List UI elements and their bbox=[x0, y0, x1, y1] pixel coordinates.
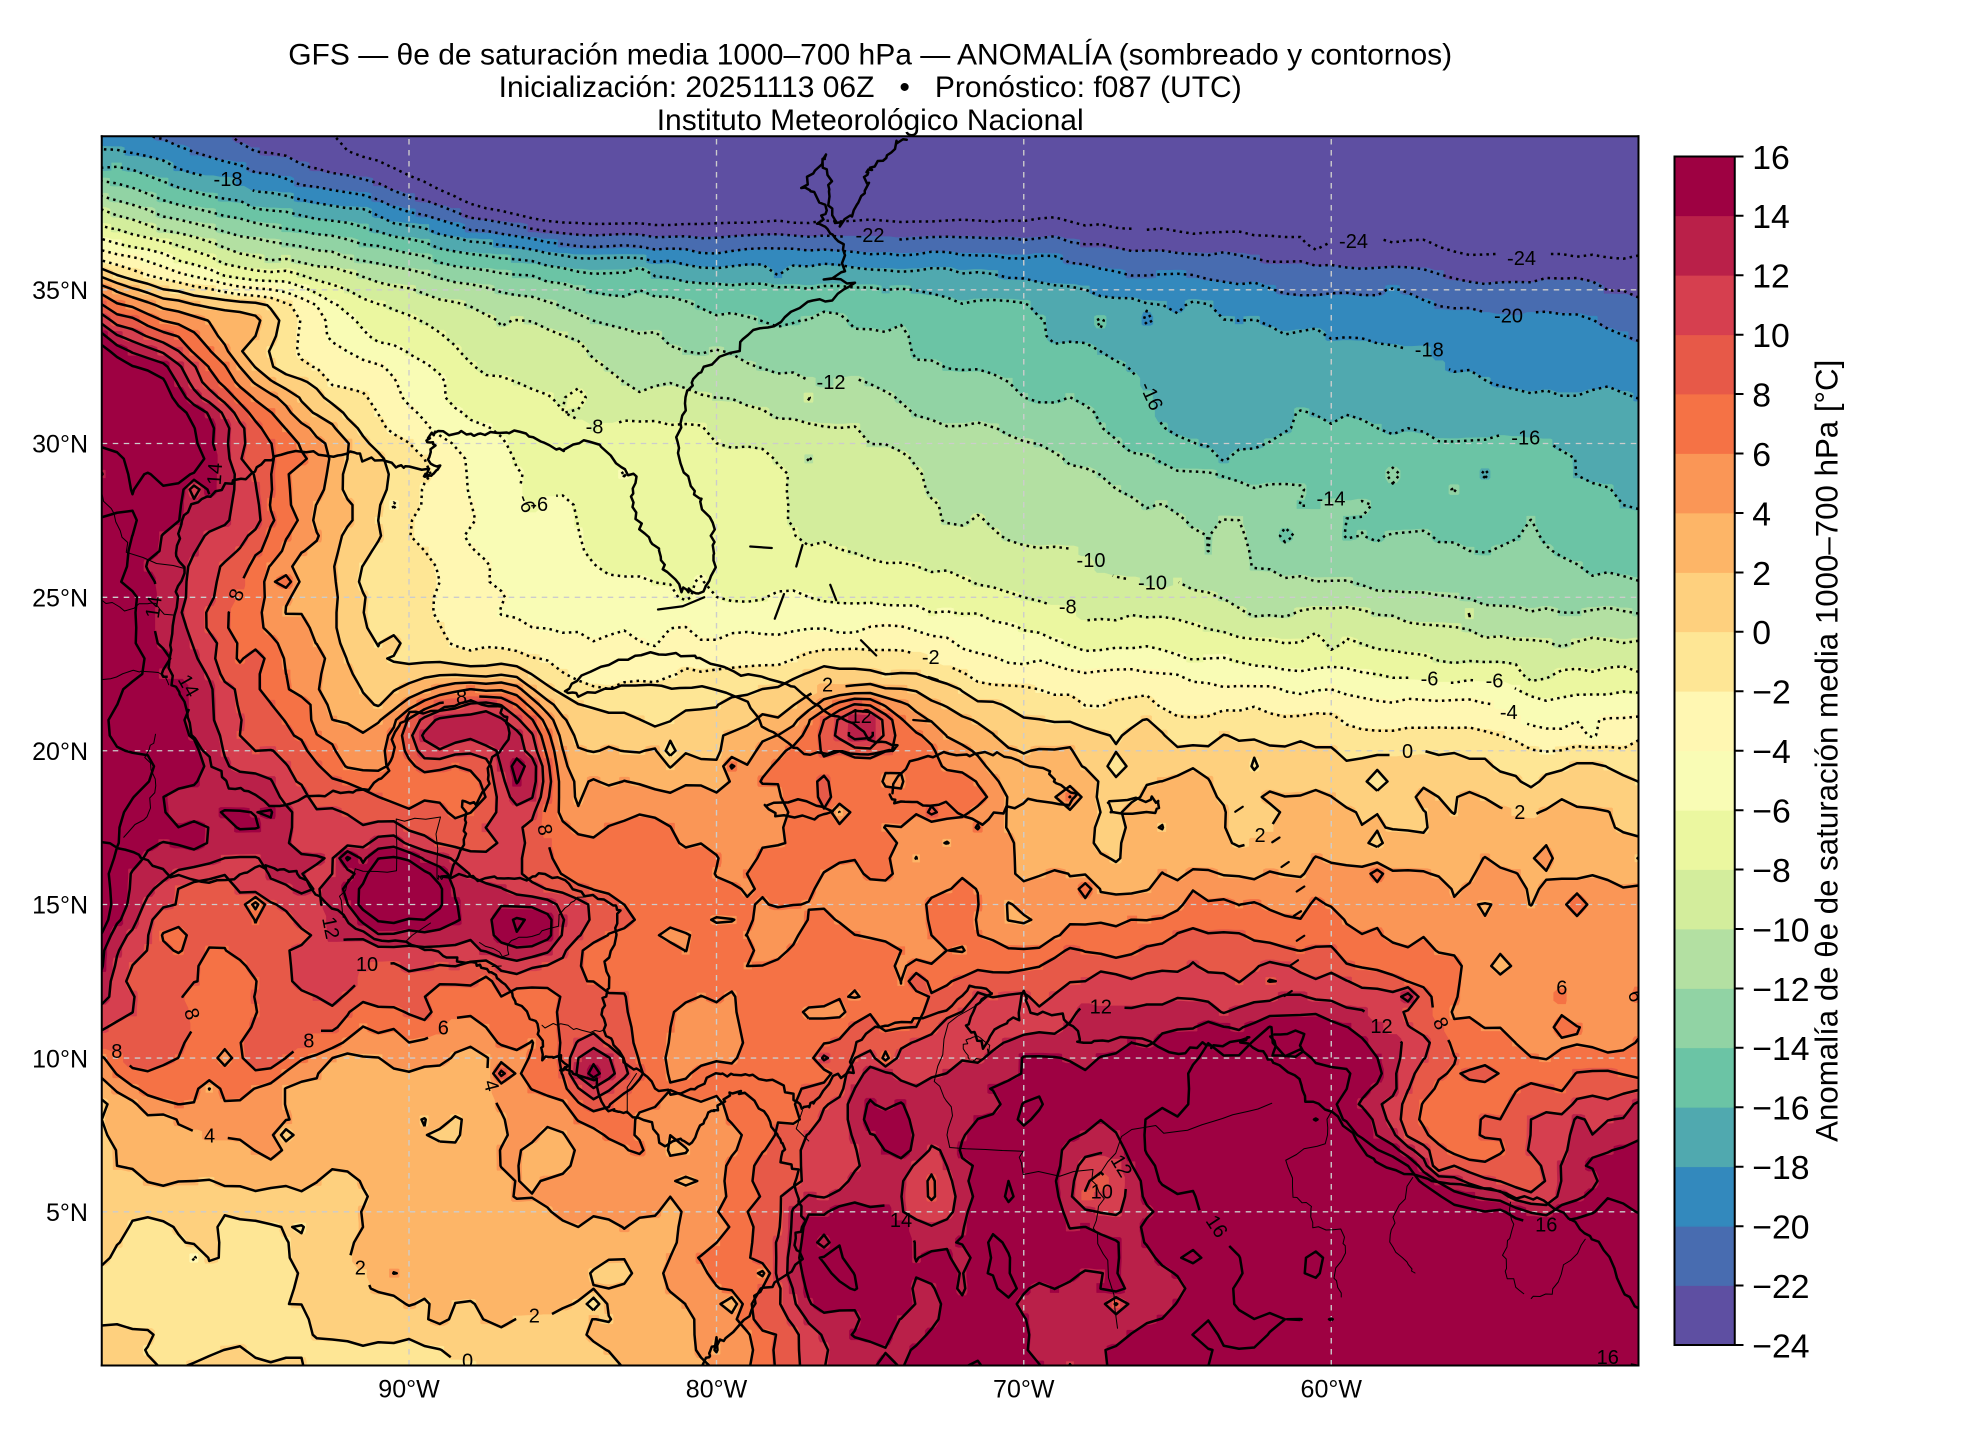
svg-text:5°N: 5°N bbox=[46, 1199, 88, 1227]
svg-text:−8: −8 bbox=[1752, 852, 1790, 890]
svg-text:Anomalía de θe de saturación m: Anomalía de θe de saturación media 1000–… bbox=[1810, 360, 1845, 1142]
svg-text:−2: −2 bbox=[1752, 674, 1790, 712]
svg-text:12: 12 bbox=[1752, 258, 1790, 296]
svg-text:-10: -10 bbox=[1138, 573, 1167, 595]
svg-text:Instituto Meteorológico Nacion: Instituto Meteorológico Nacional bbox=[657, 104, 1084, 137]
svg-text:80°W: 80°W bbox=[686, 1375, 748, 1403]
svg-text:0: 0 bbox=[462, 1351, 473, 1373]
svg-text:0: 0 bbox=[1752, 614, 1771, 652]
svg-text:−22: −22 bbox=[1752, 1268, 1809, 1306]
svg-text:-4: -4 bbox=[1500, 702, 1518, 724]
svg-text:-20: -20 bbox=[1494, 305, 1523, 327]
svg-text:−20: −20 bbox=[1752, 1208, 1809, 1246]
svg-text:14: 14 bbox=[142, 595, 167, 620]
svg-text:-8: -8 bbox=[586, 416, 604, 438]
svg-text:8: 8 bbox=[1752, 376, 1771, 414]
svg-text:6: 6 bbox=[1623, 988, 1647, 1004]
svg-text:-18: -18 bbox=[1415, 340, 1444, 362]
svg-text:−16: −16 bbox=[1752, 1090, 1809, 1128]
svg-text:-12: -12 bbox=[817, 372, 846, 394]
svg-text:−24: −24 bbox=[1752, 1327, 1809, 1365]
svg-text:2: 2 bbox=[822, 674, 833, 696]
svg-text:-18: -18 bbox=[214, 169, 243, 191]
svg-text:−14: −14 bbox=[1752, 1030, 1809, 1068]
svg-text:8: 8 bbox=[111, 1041, 122, 1063]
svg-text:8: 8 bbox=[456, 687, 467, 709]
svg-text:-14: -14 bbox=[1317, 488, 1346, 510]
svg-text:25°N: 25°N bbox=[32, 584, 88, 612]
svg-text:−6: −6 bbox=[1752, 792, 1790, 830]
svg-text:Inicialización: 20251113 06Z: Inicialización: 20251113 06Z • Pronóstic… bbox=[499, 71, 1242, 104]
svg-text:−12: −12 bbox=[1752, 971, 1809, 1009]
svg-text:2: 2 bbox=[529, 1306, 540, 1328]
svg-text:6: 6 bbox=[1556, 977, 1567, 999]
svg-text:2: 2 bbox=[355, 1258, 366, 1280]
svg-text:-6: -6 bbox=[1486, 670, 1504, 692]
svg-text:−18: −18 bbox=[1752, 1149, 1809, 1187]
svg-text:90°W: 90°W bbox=[378, 1375, 440, 1403]
svg-text:-8: -8 bbox=[1059, 597, 1077, 619]
svg-text:-2: -2 bbox=[922, 647, 940, 669]
svg-text:16: 16 bbox=[1752, 139, 1790, 177]
svg-text:14: 14 bbox=[204, 462, 228, 486]
svg-text:−10: −10 bbox=[1752, 911, 1809, 949]
svg-text:14: 14 bbox=[890, 1210, 912, 1232]
svg-text:30°N: 30°N bbox=[32, 431, 88, 459]
svg-text:20°N: 20°N bbox=[32, 738, 88, 766]
svg-text:14: 14 bbox=[1752, 198, 1790, 236]
svg-text:-10: -10 bbox=[1077, 550, 1106, 572]
svg-text:4: 4 bbox=[204, 1126, 215, 1148]
svg-text:12: 12 bbox=[317, 915, 343, 941]
svg-text:-6: -6 bbox=[1421, 669, 1439, 691]
svg-text:2: 2 bbox=[1254, 825, 1265, 847]
svg-text:35°N: 35°N bbox=[32, 277, 88, 305]
svg-text:12: 12 bbox=[850, 706, 872, 728]
svg-text:-6: -6 bbox=[530, 494, 548, 516]
svg-text:15°N: 15°N bbox=[32, 892, 88, 920]
svg-text:-22: -22 bbox=[856, 225, 885, 247]
svg-text:10: 10 bbox=[1091, 1181, 1113, 1203]
svg-text:4: 4 bbox=[1752, 495, 1771, 533]
svg-text:8: 8 bbox=[303, 1030, 314, 1052]
svg-text:12: 12 bbox=[1370, 1016, 1392, 1038]
svg-text:0: 0 bbox=[1402, 741, 1413, 763]
svg-text:4: 4 bbox=[479, 1078, 503, 1094]
svg-text:16: 16 bbox=[1597, 1347, 1619, 1369]
svg-text:8: 8 bbox=[532, 822, 556, 837]
svg-text:-16: -16 bbox=[1511, 427, 1540, 449]
svg-text:10°N: 10°N bbox=[32, 1045, 88, 1073]
svg-text:6: 6 bbox=[438, 1017, 449, 1039]
svg-text:2: 2 bbox=[1514, 802, 1525, 824]
svg-text:12: 12 bbox=[1090, 997, 1112, 1019]
svg-text:70°W: 70°W bbox=[993, 1375, 1055, 1403]
svg-text:-24: -24 bbox=[1339, 231, 1368, 253]
svg-text:16: 16 bbox=[1535, 1214, 1557, 1236]
svg-text:60°W: 60°W bbox=[1301, 1375, 1363, 1403]
svg-text:-24: -24 bbox=[1507, 248, 1536, 270]
svg-text:10: 10 bbox=[1752, 317, 1790, 355]
svg-text:GFS — θe de saturación media 1: GFS — θe de saturación media 1000–700 hP… bbox=[288, 39, 1452, 72]
svg-text:2: 2 bbox=[1752, 555, 1771, 593]
svg-text:−4: −4 bbox=[1752, 733, 1790, 771]
svg-text:10: 10 bbox=[356, 954, 378, 976]
svg-text:6: 6 bbox=[1752, 436, 1771, 474]
